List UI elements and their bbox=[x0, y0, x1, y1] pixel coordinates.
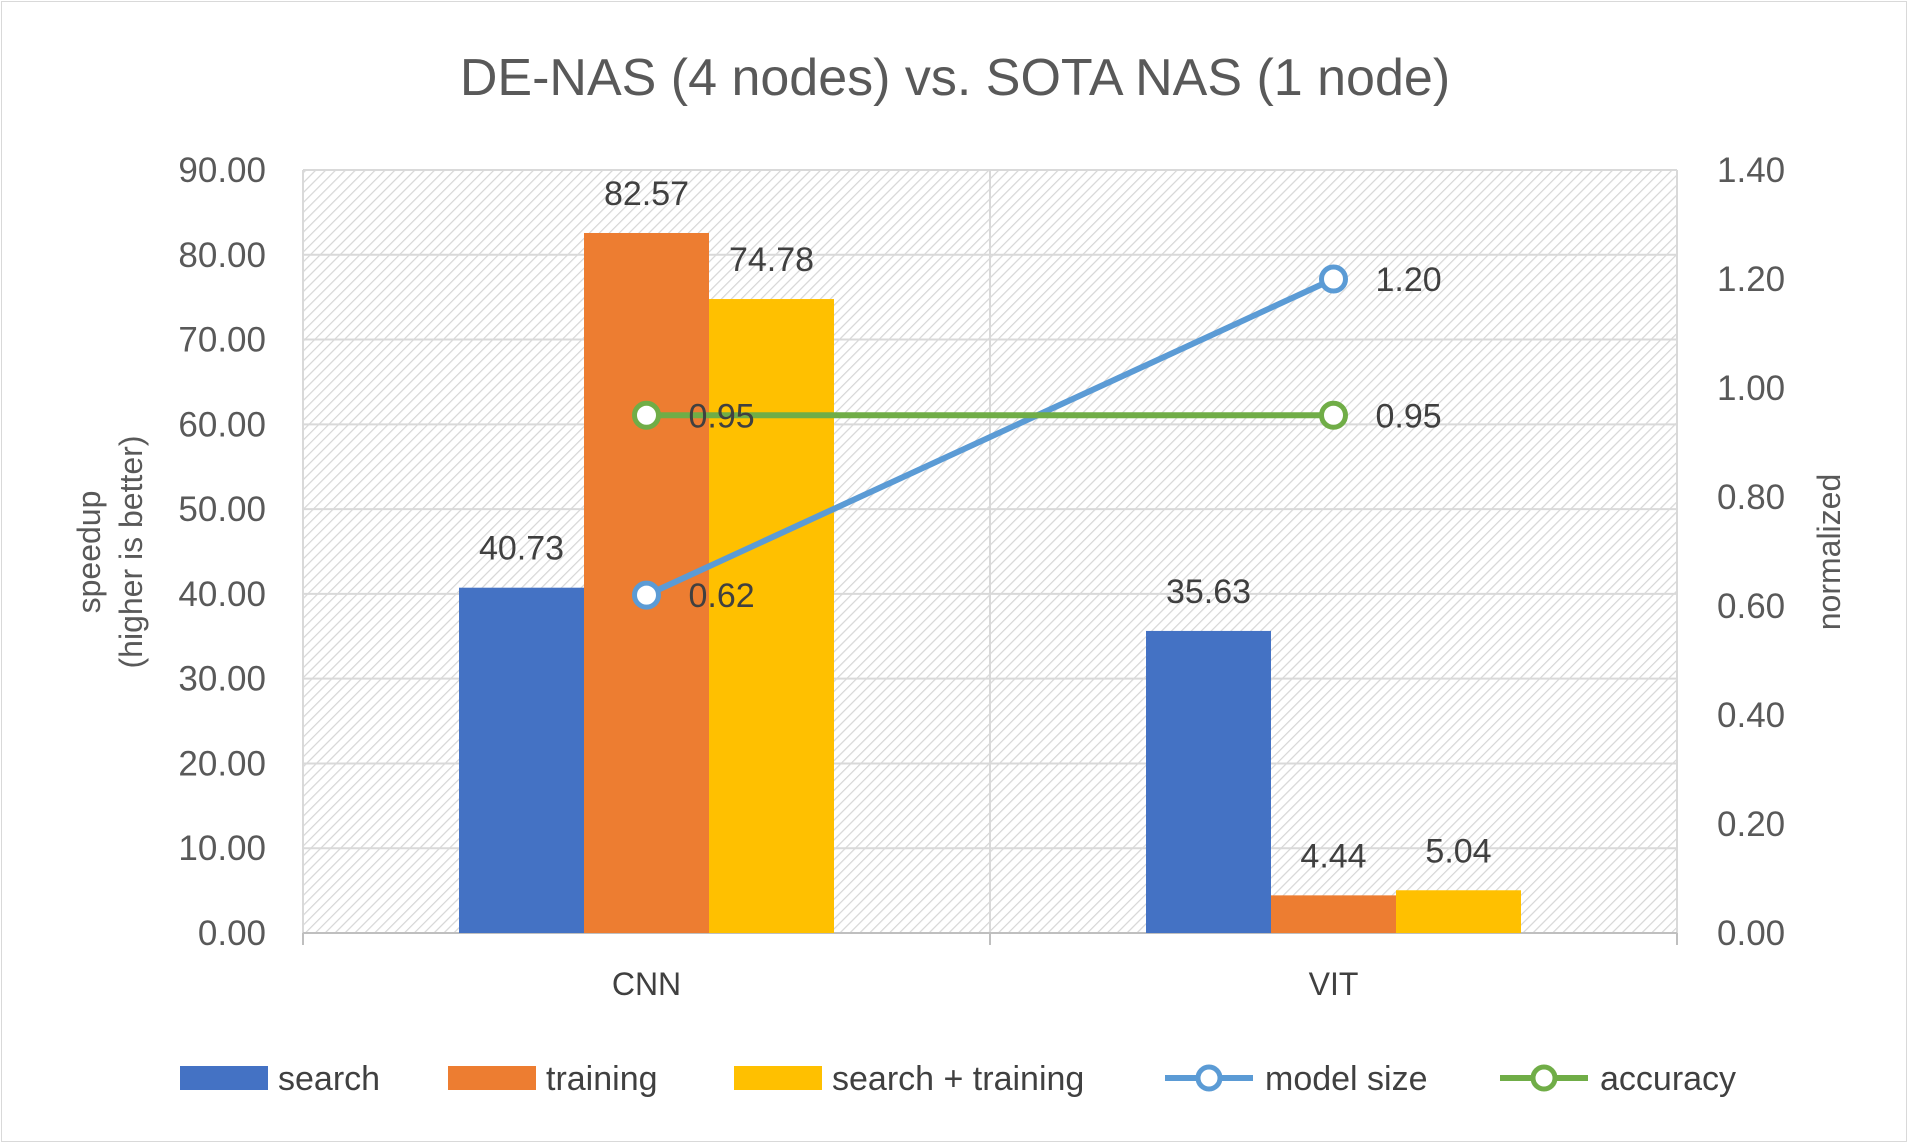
y-right-ticks: 0.00 0.20 0.40 0.60 0.80 1.00 1.20 1.40 bbox=[1717, 151, 1785, 953]
y-left-tick-label: 20.00 bbox=[178, 744, 266, 783]
line-data-label: 0.62 bbox=[689, 577, 755, 615]
y-left-tick-label: 10.00 bbox=[178, 829, 266, 868]
marker-accuracy bbox=[632, 400, 661, 430]
line-model-size bbox=[645, 276, 1335, 598]
bar-data-label: 40.73 bbox=[479, 530, 564, 568]
legend-label: search bbox=[278, 1060, 380, 1098]
y-left-tick-label: 90.00 bbox=[178, 151, 266, 190]
chart-title: DE-NAS (4 nodes) vs. SOTA NAS (1 node) bbox=[460, 49, 1450, 107]
y-left-tick-label: 80.00 bbox=[178, 236, 266, 275]
line-data-label: 0.95 bbox=[689, 397, 755, 435]
y-left-tick-label: 40.00 bbox=[178, 575, 266, 614]
legend-item-training: training bbox=[448, 1060, 658, 1098]
line-data-label: 1.20 bbox=[1376, 261, 1442, 299]
marker-model-size bbox=[632, 580, 661, 610]
y-left-tick-label: 30.00 bbox=[178, 660, 266, 699]
legend-item-search-training: search + training bbox=[734, 1060, 1084, 1098]
y-left-tick-label: 0.00 bbox=[198, 914, 266, 953]
bar-data-label: 82.57 bbox=[604, 175, 689, 213]
bar-search-training bbox=[709, 299, 834, 934]
legend-item-accuracy: accuracy bbox=[1500, 1060, 1736, 1098]
legend-swatch bbox=[448, 1066, 536, 1090]
y-left-ticks: 0.00 10.00 20.00 30.00 40.00 50.00 60.00 70.00 8… bbox=[178, 151, 266, 953]
y-right-tick-label: 1.40 bbox=[1717, 151, 1785, 190]
line-data-label: 0.95 bbox=[1376, 397, 1442, 435]
legend-label: accuracy bbox=[1600, 1060, 1736, 1098]
y-left-axis-label-line2: (higher is better) bbox=[113, 436, 149, 669]
marker-model-size bbox=[1319, 264, 1348, 294]
y-right-tick-label: 0.80 bbox=[1717, 478, 1785, 517]
y-right-tick-label: 0.40 bbox=[1717, 696, 1785, 735]
legend-item-model-size: model size bbox=[1165, 1060, 1428, 1098]
legend-marker bbox=[1530, 1064, 1558, 1092]
data-labels: 40.73 82.57 74.78 35.63 4.44 5.04 0.62 1.20 0.95… bbox=[479, 175, 1492, 875]
category-label: VIT bbox=[1309, 966, 1359, 1002]
legend: search training search + training model siz… bbox=[180, 1060, 1736, 1098]
bar-data-label: 4.44 bbox=[1300, 837, 1366, 875]
y-right-tick-label: 0.20 bbox=[1717, 805, 1785, 844]
bar-data-label: 35.63 bbox=[1166, 573, 1251, 611]
lines bbox=[632, 264, 1348, 610]
legend-label: search + training bbox=[832, 1060, 1084, 1098]
y-left-axis-label-line1: speedup bbox=[71, 491, 107, 614]
y-right-tick-label: 1.20 bbox=[1717, 260, 1785, 299]
bar-search-training bbox=[1396, 890, 1521, 933]
category-labels: CNN VIT bbox=[612, 966, 1359, 1002]
legend-label: model size bbox=[1265, 1060, 1428, 1098]
gridlines bbox=[302, 169, 1678, 945]
bar-data-label: 74.78 bbox=[729, 241, 814, 279]
legend-item-search: search bbox=[180, 1060, 380, 1098]
y-right-tick-label: 0.60 bbox=[1717, 587, 1785, 626]
legend-swatch bbox=[180, 1066, 268, 1090]
y-left-tick-label: 70.00 bbox=[178, 321, 266, 360]
bar-training bbox=[1271, 895, 1396, 933]
category-label: CNN bbox=[612, 966, 681, 1002]
legend-marker bbox=[1195, 1064, 1223, 1092]
bar-search bbox=[1146, 630, 1271, 933]
y-right-axis-label: normalized bbox=[1811, 474, 1847, 631]
bar-data-label: 5.04 bbox=[1425, 832, 1491, 870]
legend-label: training bbox=[546, 1060, 658, 1098]
marker-accuracy bbox=[1319, 400, 1348, 430]
y-right-tick-label: 1.00 bbox=[1717, 369, 1785, 408]
y-left-tick-label: 50.00 bbox=[178, 490, 266, 529]
legend-swatch bbox=[734, 1066, 822, 1090]
bar-search bbox=[459, 587, 584, 933]
y-right-tick-label: 0.00 bbox=[1717, 914, 1785, 953]
y-left-tick-label: 60.00 bbox=[178, 405, 266, 444]
